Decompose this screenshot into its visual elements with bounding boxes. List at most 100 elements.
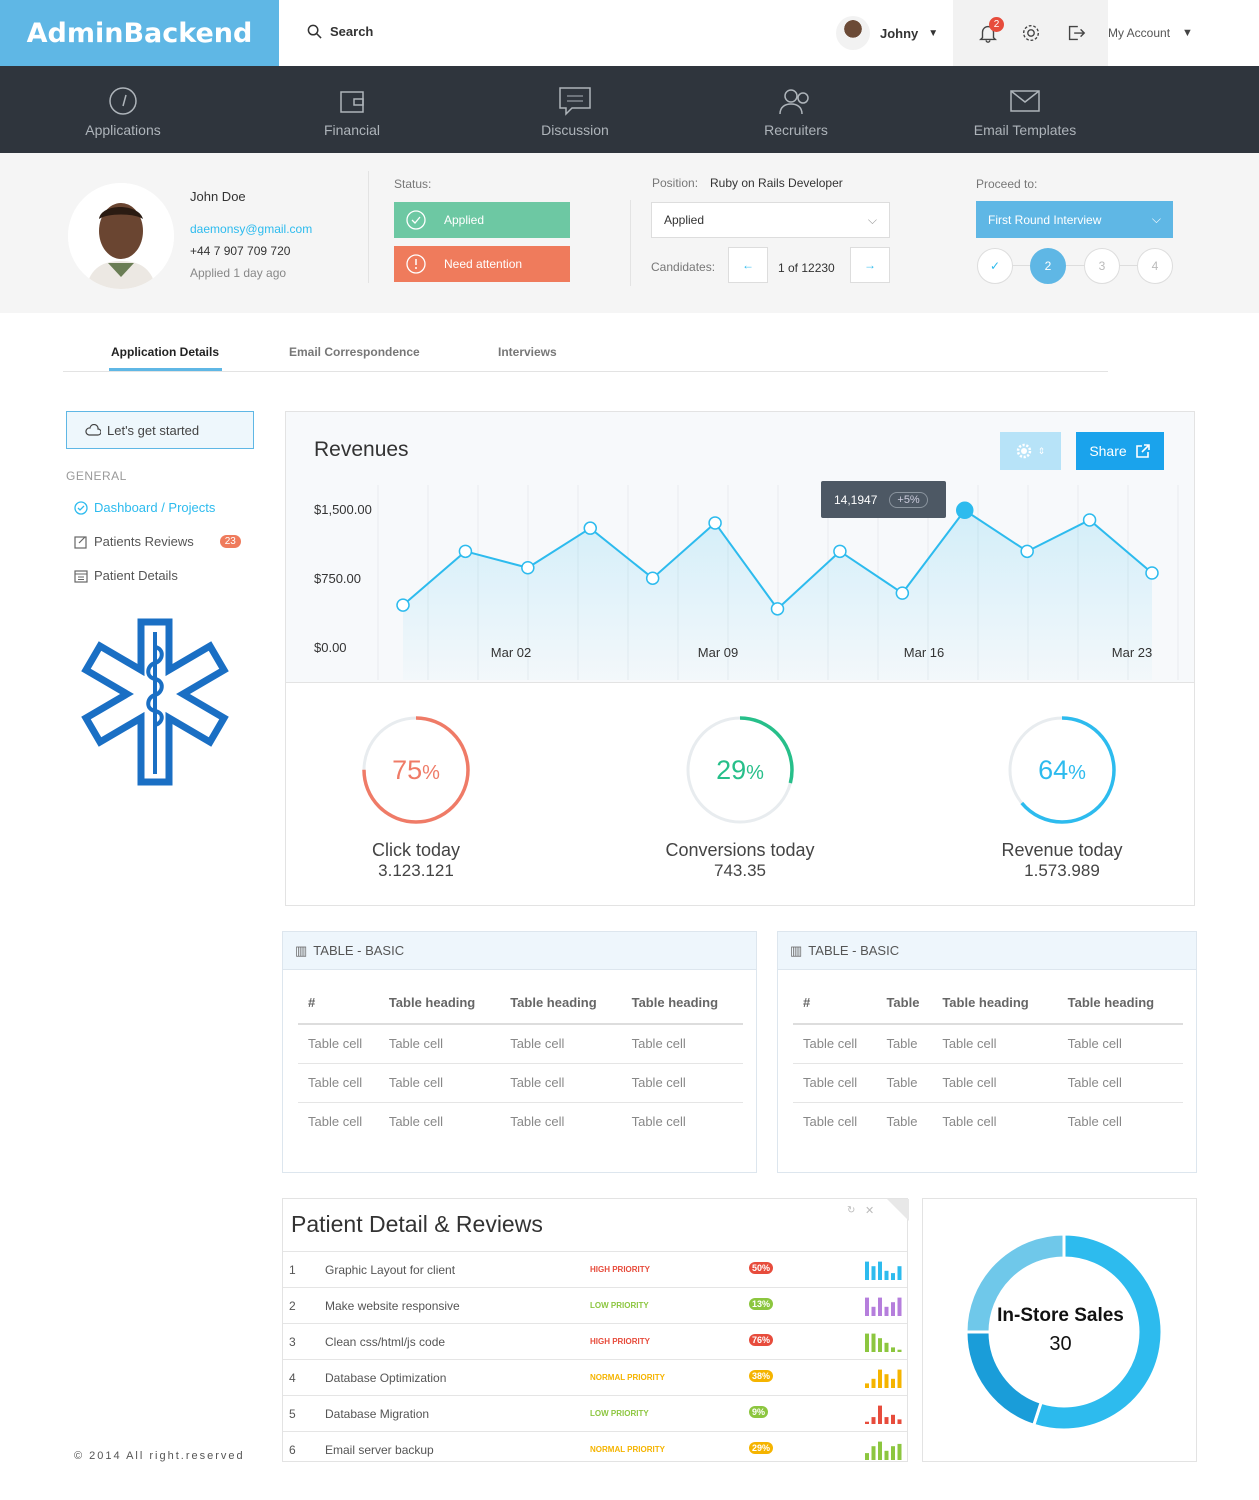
candidate-counter: 1 of 12230 (778, 261, 835, 275)
chart-tooltip: 14,1947 +5% (821, 481, 946, 518)
tabs-divider (63, 371, 1108, 372)
nav-applications[interactable]: Applications (48, 66, 198, 153)
task-name: Database Optimization (325, 1371, 447, 1385)
donut-segment[interactable] (964, 1232, 1066, 1334)
priority-label: HIGH PRIORITY (590, 1337, 651, 1346)
data-point[interactable] (956, 501, 974, 520)
active-tab-indicator (109, 368, 222, 371)
logout-icon[interactable] (1065, 22, 1087, 44)
tab-application-details[interactable]: Application Details (111, 345, 220, 359)
table-row: Table cell Table cell Table cell Table cell (298, 1024, 743, 1064)
status-select[interactable]: Applied ⌵ (651, 202, 890, 238)
position-value: Ruby on Rails Developer (710, 176, 843, 190)
need-attention-button[interactable]: Need attention (394, 246, 570, 282)
data-point[interactable] (770, 602, 785, 616)
table-header-cell: Table heading (932, 982, 1058, 1025)
nav-financial[interactable]: Financial (277, 66, 427, 153)
percent-badge: 9% (749, 1406, 769, 1418)
data-point[interactable] (645, 571, 660, 585)
donut-segment[interactable] (1031, 1232, 1164, 1432)
nav-label: Applications (85, 122, 161, 138)
nav-email-templates[interactable]: Email Templates (950, 66, 1100, 153)
table-panel-1: ▥ TABLE - BASIC # Table heading Table head… (282, 931, 757, 1173)
sidebar-item-patient-details[interactable]: Patient Details (74, 568, 178, 583)
my-account-menu[interactable]: My Account ▼ (1108, 26, 1193, 40)
app-logo[interactable]: AdminBackend (0, 0, 279, 66)
sidebar-item-dashboard[interactable]: Dashboard / Projects (74, 500, 215, 515)
sparkline-bars (865, 1297, 902, 1316)
tab-interviews[interactable]: Interviews (498, 345, 557, 359)
close-icon[interactable]: ✕ (865, 1205, 875, 1217)
review-row[interactable]: 6 Email server backup NORMAL PRIORITY 29% (283, 1431, 907, 1467)
table-header-cell: Table heading (1057, 982, 1183, 1025)
table-panel-header: ▥ TABLE - BASIC (283, 932, 756, 970)
sales-donut-chart (964, 1232, 1164, 1432)
applied-status-button[interactable]: Applied (394, 202, 570, 238)
check-circle-icon (74, 500, 88, 515)
tab-email-correspondence[interactable]: Email Correspondence (289, 345, 420, 359)
proceed-value: First Round Interview (988, 212, 1102, 227)
user-menu[interactable]: Johny ▼ (836, 16, 938, 50)
table-cell: Table cell (621, 1024, 743, 1064)
basic-table-1: # Table heading Table heading Table heading… (298, 982, 743, 1141)
applicant-email[interactable]: daemonsy@gmail.com (190, 222, 313, 236)
get-started-button[interactable]: Let's get started (66, 411, 254, 449)
table-cell: Table cell (932, 1024, 1058, 1064)
data-point[interactable] (708, 516, 722, 530)
refresh-icon[interactable]: ↻ (847, 1205, 856, 1216)
my-account-label: My Account (1108, 26, 1171, 40)
review-row[interactable]: 4 Database Optimization NORMAL PRIORITY 38% (283, 1359, 907, 1395)
data-point[interactable] (1020, 544, 1034, 559)
data-point[interactable] (895, 586, 910, 600)
review-row[interactable]: 1 Graphic Layout for client HIGH PRIORITY 5… (283, 1251, 907, 1287)
share-button[interactable]: Share (1076, 432, 1164, 470)
proceed-select[interactable]: First Round Interview ⌵ (976, 201, 1173, 238)
data-point[interactable] (458, 544, 473, 559)
nav-recruiters[interactable]: Recruiters (721, 66, 871, 153)
data-point[interactable] (583, 521, 597, 535)
applicant-phone: +44 7 907 709 720 (190, 244, 291, 258)
review-row[interactable]: 3 Clean css/html/js code HIGH PRIORITY 76% (283, 1323, 907, 1359)
chat-icon (559, 87, 591, 116)
review-row[interactable]: 5 Database Migration LOW PRIORITY 9% (283, 1395, 907, 1431)
star-of-life-icon (81, 618, 229, 786)
data-point[interactable] (1082, 513, 1097, 527)
donut-value: 30 (1049, 1333, 1072, 1355)
revenues-panel (285, 411, 1195, 906)
step-2-current[interactable]: 2 (1030, 248, 1066, 284)
data-point[interactable] (1145, 566, 1159, 580)
data-point[interactable] (521, 561, 535, 575)
review-row[interactable]: 2 Make website responsive LOW PRIORITY 13% (283, 1287, 907, 1323)
search-box[interactable]: Search (307, 24, 373, 39)
nav-discussion[interactable]: Discussion (500, 66, 650, 153)
table-grid-icon: ▥ (295, 942, 308, 958)
status-select-value: Applied (664, 213, 705, 227)
prev-candidate-button[interactable]: ← (728, 247, 768, 283)
table-panel-2: ▥ TABLE - BASIC # Table Table heading Table… (777, 931, 1197, 1173)
step-3[interactable]: 3 (1084, 248, 1120, 284)
sidebar-item-label: Patients Reviews (94, 534, 194, 549)
step-4[interactable]: 4 (1137, 248, 1173, 284)
data-point[interactable] (833, 544, 847, 559)
next-candidate-button[interactable]: → (850, 247, 890, 283)
get-started-label: Let's get started (107, 422, 200, 438)
percent-badge: 38% (749, 1370, 774, 1382)
table-row: Table cell Table Table cell Table cell (793, 1063, 1183, 1103)
table-row: Table cell Table cell Table cell Table cell (298, 1063, 743, 1103)
nav-label: Discussion (541, 122, 609, 138)
table-cell: Table cell (793, 1063, 877, 1103)
stat-1: 75% Click today 3.123.121 (296, 715, 536, 881)
stat-value: 1.573.989 (1024, 861, 1100, 880)
table-cell: Table cell (1067, 1114, 1122, 1130)
chart-settings-button[interactable]: ⇕ (1000, 432, 1061, 470)
gear-icon[interactable] (1020, 22, 1042, 44)
sidebar-item-label: Dashboard / Projects (94, 500, 216, 515)
data-point[interactable] (396, 598, 410, 612)
tooltip-change: +5% (889, 491, 928, 508)
sidebar-item-patients-reviews[interactable]: Patients Reviews 23 (74, 534, 241, 549)
step-1-done[interactable]: ✓ (977, 248, 1013, 284)
x-tick-label: Mar 09 (698, 645, 738, 660)
table-header-cell: Table heading (500, 982, 622, 1025)
gauge-icon (109, 87, 137, 115)
chart-title: Revenues (314, 438, 409, 461)
